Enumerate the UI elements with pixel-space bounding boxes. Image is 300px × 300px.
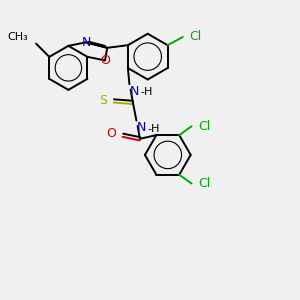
Text: Cl: Cl bbox=[198, 177, 210, 190]
Text: -H: -H bbox=[148, 124, 160, 134]
Text: N: N bbox=[81, 36, 91, 49]
Text: CH₃: CH₃ bbox=[7, 32, 28, 42]
Text: N: N bbox=[130, 85, 139, 98]
Text: N: N bbox=[137, 122, 146, 134]
Text: O: O bbox=[100, 54, 110, 67]
Text: Cl: Cl bbox=[198, 120, 210, 133]
Text: O: O bbox=[106, 127, 116, 140]
Text: -H: -H bbox=[140, 87, 153, 97]
Text: S: S bbox=[99, 94, 107, 107]
Text: Cl: Cl bbox=[189, 31, 202, 44]
